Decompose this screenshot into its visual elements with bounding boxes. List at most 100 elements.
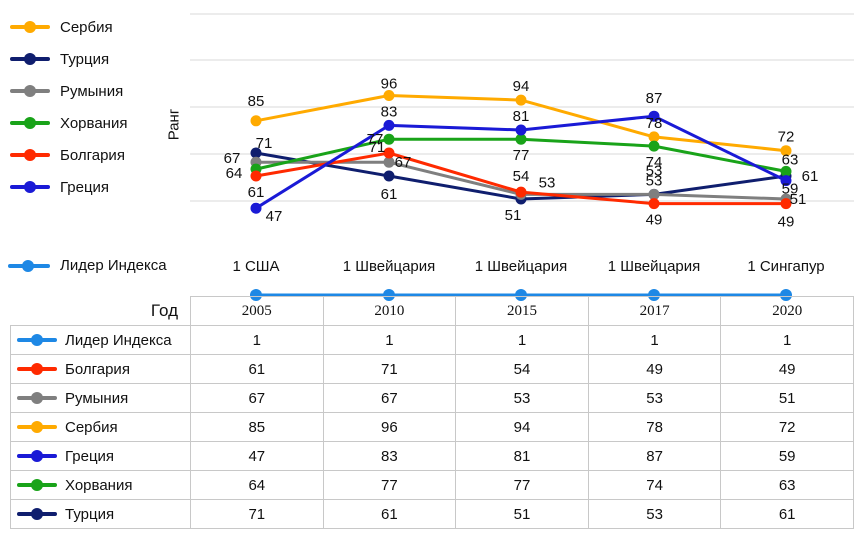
data-label-2-1: 67 (395, 154, 412, 171)
data-point-0-1 (383, 90, 395, 101)
legend-swatch (10, 53, 50, 65)
table-cell: 67 (322, 383, 457, 413)
table-row-name: Хорвания (65, 476, 133, 494)
data-point-4-3 (648, 198, 660, 210)
table-cell: 1 (587, 325, 722, 355)
table-row: Румыния 67 67 53 53 51 (10, 383, 854, 413)
data-label-0-4: 72 (778, 129, 795, 146)
table-cell: 72 (720, 412, 854, 442)
data-point-1-1 (383, 170, 395, 182)
legend-item-5: Греция (10, 174, 109, 200)
leader-label-0: 1 США (232, 258, 280, 275)
table-cell: 81 (455, 441, 589, 471)
legend-item-2: Румыния (10, 78, 123, 104)
table-header-row: Год 2005 2010 2015 2017 2020 (11, 296, 854, 326)
leader-label-1: 1 Швейцария (342, 258, 436, 275)
data-point-3-2 (515, 133, 527, 145)
table-cell: 85 (190, 412, 324, 442)
legend-swatch (10, 117, 50, 129)
data-label-0-0: 85 (248, 93, 265, 110)
table-cell: 74 (587, 470, 722, 500)
table-cell: 64 (190, 470, 324, 500)
legend-item-1: Турция (10, 46, 109, 72)
table-cell: 53 (587, 383, 722, 413)
data-label-2-3: 53 (646, 162, 663, 179)
table-row-swatch (17, 508, 57, 520)
table-cell: 77 (322, 470, 457, 500)
data-label-0-2: 94 (513, 78, 530, 95)
table-col-header-2: 2015 (455, 296, 589, 326)
data-point-3-4 (780, 165, 792, 177)
table-cell: 61 (720, 499, 854, 529)
table-row-swatch (17, 363, 57, 375)
table-row: Турция 71 61 51 53 61 (10, 499, 854, 529)
table-row: Болгария 61 71 54 49 49 (10, 354, 854, 384)
table-row-swatch (17, 450, 57, 462)
data-point-5-2 (515, 124, 527, 136)
data-point-5-0 (250, 202, 262, 214)
table-row: Лидер Индекса 1 1 1 1 1 (10, 325, 854, 355)
table-row-label: Греция (10, 441, 191, 471)
legend-label: Болгария (60, 146, 125, 164)
table-row-label: Турция (10, 499, 191, 529)
table-cell: 1 (190, 325, 324, 355)
data-point-0-2 (515, 94, 527, 106)
data-point-4-1 (383, 147, 395, 159)
data-point-5-1 (383, 119, 395, 131)
data-label-5-2: 81 (513, 108, 530, 125)
data-point-4-4 (780, 198, 792, 210)
table-cell: 67 (190, 383, 324, 413)
data-point-3-3 (648, 140, 660, 152)
data-point-3-1 (383, 133, 395, 145)
table-row-swatch (17, 334, 57, 346)
data-label-4-2: 54 (513, 168, 530, 185)
data-point-4-0 (250, 170, 262, 182)
table-row-label: Сербия (10, 412, 191, 442)
data-point-0-0 (250, 115, 262, 127)
table-cell: 87 (587, 441, 722, 471)
data-point-5-3 (648, 110, 660, 122)
table-cell: 1 (455, 325, 589, 355)
table-cell: 83 (322, 441, 457, 471)
data-label-1-2: 51 (505, 207, 522, 224)
legend-swatch (10, 21, 50, 33)
data-point-5-4 (780, 175, 792, 187)
table-row-swatch (17, 421, 57, 433)
table-cell: 49 (720, 354, 854, 384)
table-cell: 94 (455, 412, 589, 442)
data-label-3-0: 64 (226, 165, 243, 182)
data-label-1-1: 61 (381, 186, 398, 203)
data-label-1-3: 53 (646, 172, 663, 189)
table-row-label: Болгария (10, 354, 191, 384)
table-row-swatch (17, 392, 57, 404)
legend-label: Сербия (60, 18, 113, 36)
legend-label: Хорвания (60, 114, 128, 132)
leader-labels: 1 США 1 Швейцария 1 Швейцария 1 Швейцария 1 … (190, 258, 854, 282)
data-label-4-4: 49 (778, 214, 795, 231)
table-row-name: Греция (65, 447, 115, 465)
table-row-swatch (17, 479, 57, 491)
data-table: Год 2005 2010 2015 2017 2020 Лидер Индекса 1 1… (10, 296, 854, 529)
data-point-1-0 (250, 147, 262, 159)
data-label-4-3: 49 (646, 212, 663, 229)
leader-label-3: 1 Швейцария (607, 258, 701, 275)
table-col-header-3: 2017 (587, 296, 722, 326)
table-row: Греция 47 83 81 87 59 (10, 441, 854, 471)
data-label-4-0: 61 (248, 184, 265, 201)
legend-item-0: Сербия (10, 14, 113, 40)
legend-label: Турция (60, 50, 110, 68)
data-label-2-2: 53 (539, 174, 556, 191)
leader-legend: Лидер Индекса (8, 257, 167, 274)
table-cell: 1 (720, 325, 854, 355)
legend-item-3: Хорвания (10, 110, 127, 136)
table-cell: 47 (190, 441, 324, 471)
legend-item-4: Болгария (10, 142, 125, 168)
legend-swatch (10, 149, 50, 161)
table-cell: 63 (720, 470, 854, 500)
table-row-label: Лидер Индекса (10, 325, 191, 355)
table-col-header-0: 2005 (190, 296, 324, 326)
data-label-3-3: 74 (646, 154, 663, 171)
data-label-5-4: 59 (782, 181, 799, 198)
table-cell: 54 (455, 354, 589, 384)
table-row-label: Хорвания (10, 470, 191, 500)
